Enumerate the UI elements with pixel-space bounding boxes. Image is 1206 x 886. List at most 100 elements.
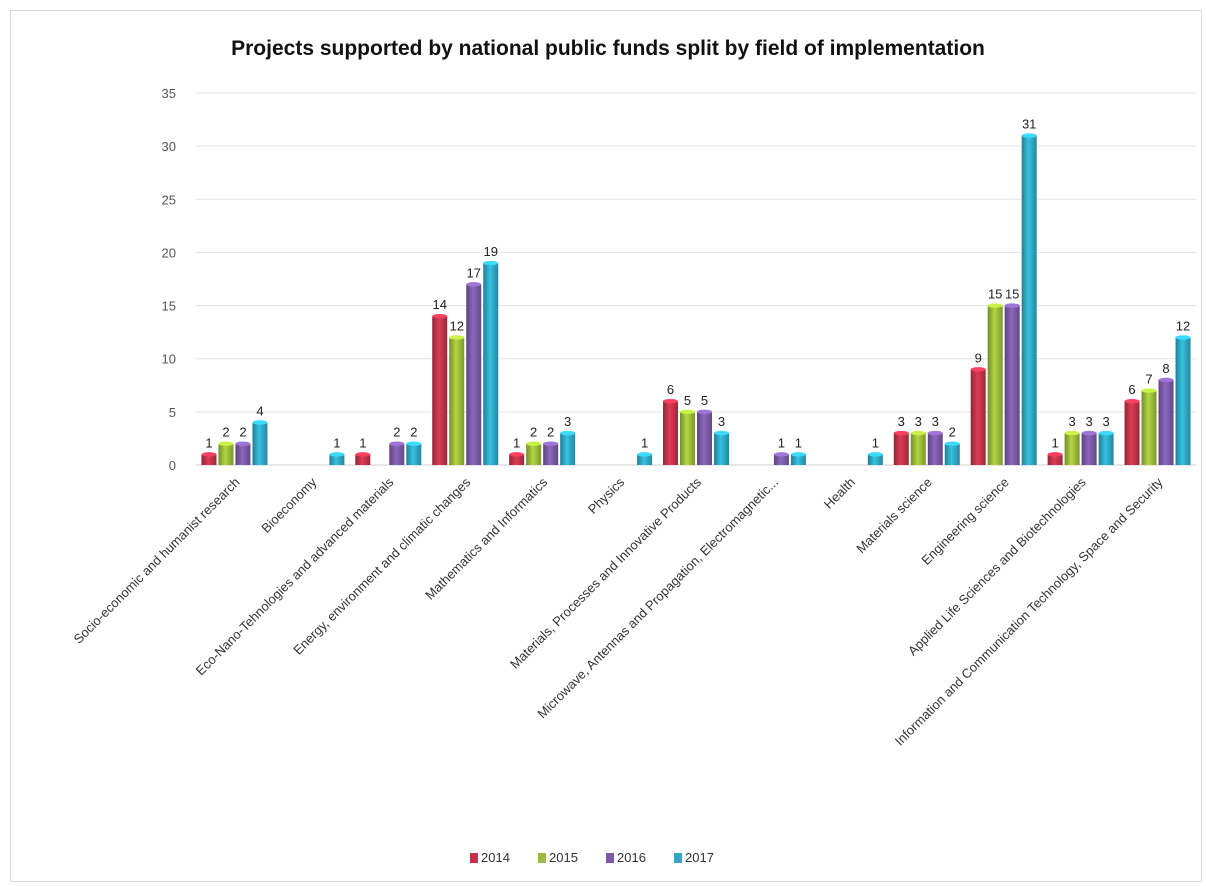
bar-top xyxy=(1047,452,1063,457)
bar-top xyxy=(1141,388,1157,393)
bar xyxy=(466,284,482,465)
y-tick-label: 15 xyxy=(162,299,176,314)
bar xyxy=(235,443,251,465)
bar xyxy=(773,454,789,465)
bar xyxy=(867,454,883,465)
bar-top xyxy=(509,452,525,457)
data-label: 9 xyxy=(975,350,982,365)
data-label: 3 xyxy=(915,414,922,429)
bar-top xyxy=(773,452,789,457)
bar xyxy=(680,411,695,465)
data-label: 31 xyxy=(1022,117,1036,132)
bar xyxy=(1004,305,1020,465)
data-label: 1 xyxy=(333,435,340,450)
data-label: 7 xyxy=(1145,372,1152,387)
bar-top xyxy=(927,430,943,436)
data-label: 2 xyxy=(547,425,554,440)
bar-top xyxy=(1081,430,1097,436)
bar xyxy=(355,454,371,465)
bar-top xyxy=(714,430,729,436)
category-label: Physics xyxy=(585,474,628,517)
legend-label: 2016 xyxy=(617,850,646,865)
legend-label: 2015 xyxy=(549,850,578,865)
data-label: 2 xyxy=(949,425,956,440)
bar xyxy=(1047,454,1063,465)
y-tick-label: 35 xyxy=(162,86,176,101)
data-label: 1 xyxy=(359,435,366,450)
data-label: 3 xyxy=(718,414,725,429)
bar xyxy=(509,454,525,465)
data-label: 8 xyxy=(1162,361,1169,376)
bar xyxy=(1081,433,1097,465)
bar xyxy=(944,443,960,465)
bar-top xyxy=(329,452,345,457)
bar xyxy=(1064,433,1080,465)
data-label: 17 xyxy=(466,265,480,280)
data-label: 12 xyxy=(449,318,463,333)
category-label: Health xyxy=(821,475,858,512)
bar xyxy=(987,305,1003,465)
data-label: 14 xyxy=(432,297,446,312)
bar-top xyxy=(867,452,883,457)
bar xyxy=(560,433,576,465)
bar-top xyxy=(1175,335,1191,340)
data-label: 3 xyxy=(1102,414,1109,429)
bar xyxy=(406,443,422,465)
bar-top xyxy=(1124,399,1140,404)
data-label: 1 xyxy=(1051,435,1058,450)
data-label: 19 xyxy=(483,244,497,259)
bar-top xyxy=(526,441,542,446)
data-label: 1 xyxy=(778,435,785,450)
bar xyxy=(526,443,542,465)
data-label: 3 xyxy=(898,414,905,429)
bar-top xyxy=(1098,430,1114,436)
legend-swatch xyxy=(606,853,614,863)
data-label: 2 xyxy=(393,425,400,440)
data-label: 3 xyxy=(1068,414,1075,429)
bar xyxy=(432,316,448,465)
bar-top xyxy=(680,409,695,415)
bar xyxy=(218,443,234,465)
category-label: Materials science xyxy=(853,475,935,557)
category-label: Energy, environment and climatic changes xyxy=(290,474,473,657)
legend-swatch xyxy=(538,853,546,863)
y-tick-label: 0 xyxy=(169,458,176,473)
legend-label: 2017 xyxy=(685,850,714,865)
y-tick-label: 25 xyxy=(162,192,176,207)
bar xyxy=(637,454,653,465)
data-label: 1 xyxy=(872,435,879,450)
bar-top xyxy=(663,399,678,404)
bar-top xyxy=(790,452,806,457)
data-label: 6 xyxy=(667,382,674,397)
bar-top xyxy=(252,420,268,425)
bar-top xyxy=(987,303,1003,308)
bar xyxy=(1021,135,1037,465)
bar xyxy=(1158,379,1174,465)
bar xyxy=(1124,401,1140,465)
bar xyxy=(483,263,499,465)
bar-top xyxy=(235,441,251,446)
bar-top xyxy=(560,430,576,436)
data-label: 1 xyxy=(641,435,648,450)
data-label: 12 xyxy=(1176,318,1190,333)
y-tick-label: 10 xyxy=(162,352,176,367)
data-label: 1 xyxy=(795,435,802,450)
bar-top xyxy=(466,282,482,287)
bar xyxy=(329,454,345,465)
bar-top xyxy=(1021,133,1037,138)
bar-top xyxy=(389,441,405,446)
bar xyxy=(927,433,943,465)
bar xyxy=(201,454,217,465)
y-tick-label: 20 xyxy=(162,245,176,260)
bar-top xyxy=(449,335,465,340)
bar xyxy=(1098,433,1114,465)
data-label: 6 xyxy=(1128,382,1135,397)
bar-top xyxy=(201,452,217,457)
legend-swatch xyxy=(674,853,682,863)
data-label: 3 xyxy=(1085,414,1092,429)
data-label: 5 xyxy=(684,393,691,408)
bar xyxy=(389,443,405,465)
bar xyxy=(1175,337,1191,465)
category-label: Bioeconomy xyxy=(258,474,320,536)
